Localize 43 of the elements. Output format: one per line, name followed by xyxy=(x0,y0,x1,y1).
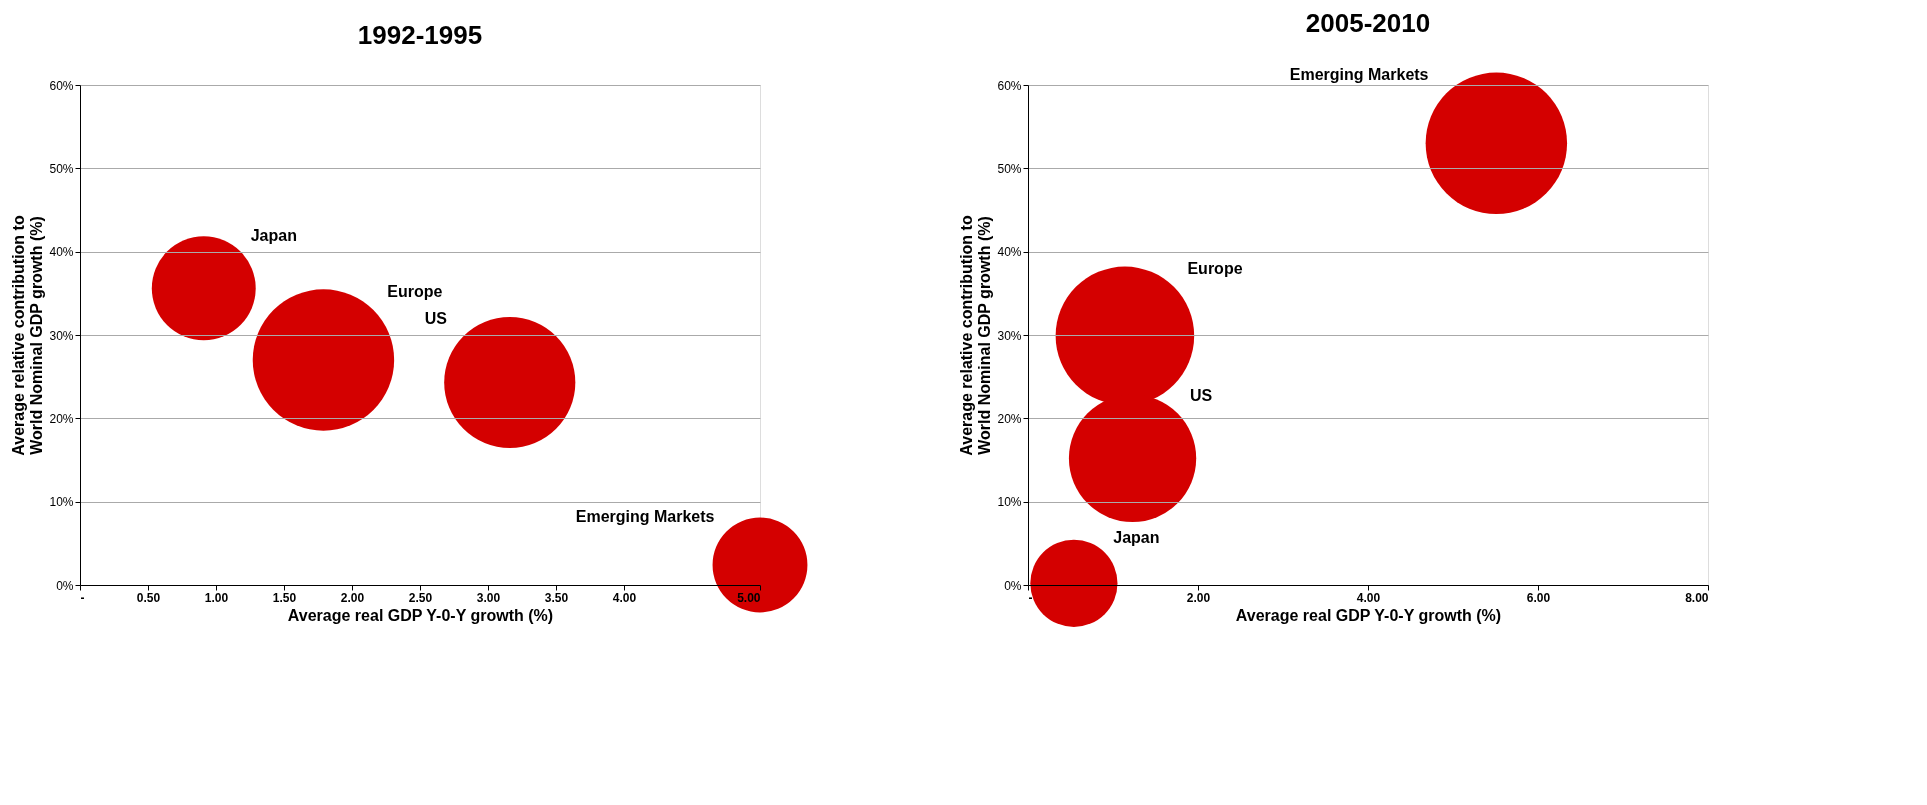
y-tick-label: 30% xyxy=(997,328,1022,343)
series-label: US xyxy=(1190,387,1213,405)
x-tick-label: 1.00 xyxy=(204,590,229,605)
y-tick-label: 50% xyxy=(49,161,74,176)
y-tick-label: 40% xyxy=(49,245,74,260)
chart-title: 1992-1995 xyxy=(357,20,483,50)
y-tick-label: 60% xyxy=(49,78,74,93)
series-label: Japan xyxy=(1113,529,1160,547)
x-tick-label: 1.50 xyxy=(272,590,297,605)
x-tick-label: 2.00 xyxy=(1186,590,1211,605)
y-tick-label: 20% xyxy=(49,411,74,426)
x-tick-label: 8.00 xyxy=(1685,590,1709,605)
y-axis-title: Average relative contribution to World Nominal GDP growth (%) xyxy=(958,215,994,456)
x-tick-label: - xyxy=(1028,590,1033,605)
x-axis-title: Average real GDP Y-0-Y growth (%) xyxy=(1235,606,1502,624)
y-tick-label: 60% xyxy=(997,78,1022,93)
y-tick-label: 20% xyxy=(997,411,1022,426)
y-tick-label: 50% xyxy=(997,161,1022,176)
series-label: Japan xyxy=(250,227,297,245)
x-axis-title: Average real GDP Y-0-Y growth (%) xyxy=(287,606,554,624)
x-tick-label: 4.00 xyxy=(612,590,637,605)
y-tick-label: 10% xyxy=(49,495,74,510)
y-tick-label: 0% xyxy=(1004,578,1022,593)
x-tick-label: 4.00 xyxy=(1356,590,1381,605)
x-tick-label: 3.00 xyxy=(476,590,501,605)
series-label: US xyxy=(424,310,448,328)
x-tick-label: 6.00 xyxy=(1526,590,1551,605)
x-tick-label: 2.50 xyxy=(408,590,433,605)
y-axis-title: Average relative contribution to World Nominal GDP growth (%) xyxy=(10,215,46,456)
x-tick-label: 3.50 xyxy=(544,590,569,605)
series-label: Europe xyxy=(387,283,443,301)
chart-title: 2005-2010 xyxy=(1305,8,1431,39)
series-label: Emerging Markets xyxy=(1289,66,1429,84)
x-tick-label: 0.50 xyxy=(136,590,161,605)
series-label: Emerging Markets xyxy=(575,507,715,525)
x-tick-label: - xyxy=(80,590,85,605)
y-tick-label: 0% xyxy=(56,578,74,593)
y-tick-label: 10% xyxy=(997,495,1022,510)
x-tick-label: 5.00 xyxy=(737,590,761,605)
series-label: Europe xyxy=(1187,260,1243,278)
y-tick-label: 40% xyxy=(997,245,1022,260)
y-tick-label: 30% xyxy=(49,328,74,343)
x-tick-label: 2.00 xyxy=(340,590,365,605)
